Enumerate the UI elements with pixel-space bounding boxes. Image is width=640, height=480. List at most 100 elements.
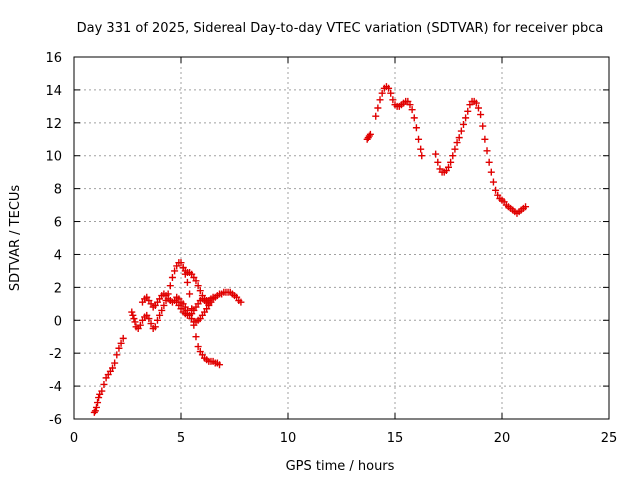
data-point [415, 135, 423, 143]
data-points [90, 83, 530, 416]
y-tick-label: -2 [49, 347, 62, 362]
y-tick-label: -6 [49, 413, 62, 428]
data-point [119, 334, 127, 342]
series-trace-e [179, 264, 217, 305]
data-point [128, 308, 136, 316]
data-point [481, 135, 489, 143]
data-point [366, 130, 374, 138]
series-trace-g [372, 83, 426, 160]
data-point [418, 152, 426, 160]
data-point [459, 120, 467, 128]
y-tick-label: -4 [49, 380, 62, 395]
data-point [177, 259, 185, 267]
data-point [192, 277, 200, 285]
data-point [434, 158, 442, 166]
data-point [449, 152, 457, 160]
data-point [147, 320, 155, 328]
y-tick-label: 6 [54, 216, 62, 231]
data-point [483, 147, 491, 155]
data-point [151, 323, 159, 331]
data-point [389, 96, 397, 104]
y-tick-label: 14 [45, 84, 62, 99]
grid [74, 57, 609, 419]
data-point [376, 96, 384, 104]
y-tick-label: 8 [54, 183, 62, 198]
axis-ticks: 0 5 10 15 20 25 -6 -4 -2 0 2 4 6 8 10 12 14 16 [45, 51, 617, 446]
data-point [111, 359, 119, 367]
data-point [522, 203, 530, 211]
data-point [194, 343, 202, 351]
data-point [115, 344, 123, 352]
data-point [216, 361, 224, 369]
data-point [378, 89, 386, 97]
data-point [447, 158, 455, 166]
x-tick-label: 15 [387, 431, 404, 446]
data-point [492, 186, 500, 194]
data-point [477, 111, 485, 119]
data-point [387, 89, 395, 97]
data-point [237, 298, 245, 306]
data-point [410, 114, 418, 122]
data-point [385, 84, 393, 92]
data-point [158, 306, 166, 314]
x-tick-label: 5 [177, 431, 185, 446]
data-point [474, 104, 482, 112]
y-axis-label: SDTVAR / TECUs [8, 185, 23, 292]
data-point [91, 407, 99, 415]
data-point [489, 178, 497, 186]
y-tick-label: 16 [45, 51, 62, 66]
data-point [432, 150, 440, 158]
data-point [192, 333, 200, 341]
data-point [451, 145, 459, 153]
data-point [487, 168, 495, 176]
data-point [196, 287, 204, 295]
data-point [113, 351, 121, 359]
series-trace-h [432, 97, 530, 217]
data-point [457, 127, 465, 135]
data-point [472, 99, 480, 107]
data-point [171, 267, 179, 275]
data-point [417, 145, 425, 153]
y-tick-label: 12 [45, 117, 62, 132]
series-trace-f [363, 130, 374, 143]
data-point [453, 139, 461, 147]
data-point [445, 163, 452, 171]
y-tick-label: 0 [54, 314, 62, 329]
data-point [166, 282, 174, 290]
x-tick-label: 25 [601, 431, 618, 446]
data-point [130, 315, 138, 323]
data-point [462, 114, 470, 122]
data-point [145, 315, 153, 323]
data-point [94, 399, 102, 407]
series-trace-c [138, 288, 245, 326]
data-point [95, 394, 103, 402]
data-point [153, 316, 161, 324]
x-tick-label: 20 [494, 431, 511, 446]
data-point [412, 124, 420, 132]
data-point [464, 107, 472, 115]
y-tick-label: 4 [54, 248, 62, 263]
chart-title: Day 331 of 2025, Sidereal Day-to-day VTE… [77, 21, 604, 36]
y-tick-label: 2 [54, 281, 62, 296]
data-point [131, 318, 139, 326]
data-point [92, 403, 100, 411]
data-point [98, 387, 106, 395]
data-point [156, 311, 164, 319]
data-point [186, 290, 194, 298]
x-tick-label: 0 [70, 431, 78, 446]
data-point [479, 122, 487, 130]
data-point [129, 311, 137, 319]
data-point [109, 364, 117, 372]
data-point [485, 158, 493, 166]
x-axis-label: GPS time / hours [286, 459, 395, 474]
data-point [209, 293, 217, 301]
series-trace-b [128, 259, 224, 369]
data-point [136, 321, 144, 329]
data-point [455, 134, 463, 142]
data-point [168, 273, 176, 281]
data-point [406, 101, 414, 109]
series-trace-a [90, 334, 127, 416]
data-point [100, 380, 108, 388]
data-point [372, 112, 380, 120]
